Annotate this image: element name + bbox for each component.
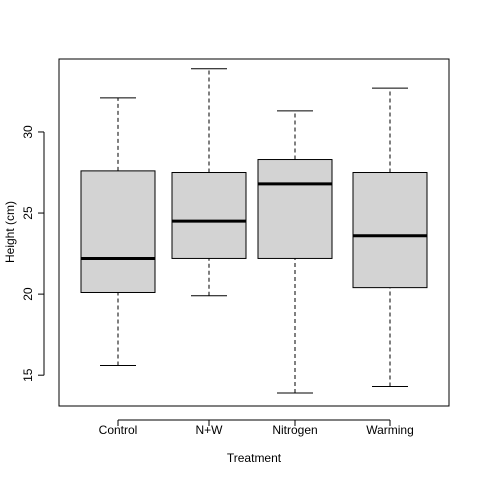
x-axis-title: Treatment [227, 451, 282, 465]
x-tick-label: Control [99, 423, 138, 437]
y-axis-title: Height (cm) [3, 201, 17, 263]
y-tick-label: 30 [21, 125, 35, 139]
box-group-n-w [171, 68, 247, 297]
y-tick-label: 25 [21, 206, 35, 220]
iqr-box [171, 172, 247, 259]
box-group-nitrogen [257, 110, 333, 394]
x-tick-label: Warming [366, 423, 414, 437]
x-tick-label: Nitrogen [272, 423, 317, 437]
y-axis: 15 20 25 30 [21, 125, 45, 382]
box-group-warming [352, 87, 428, 388]
y-tick-label: 15 [21, 368, 35, 382]
iqr-box [257, 159, 333, 259]
x-axis: Control N+W Nitrogen Warming [99, 419, 414, 437]
iqr-box [80, 170, 156, 293]
boxes-layer [80, 68, 428, 394]
box-group-control [80, 97, 156, 366]
x-tick-label: N+W [196, 423, 224, 437]
plot-frame [58, 58, 450, 407]
iqr-box [352, 172, 428, 289]
y-tick-label: 20 [21, 287, 35, 301]
